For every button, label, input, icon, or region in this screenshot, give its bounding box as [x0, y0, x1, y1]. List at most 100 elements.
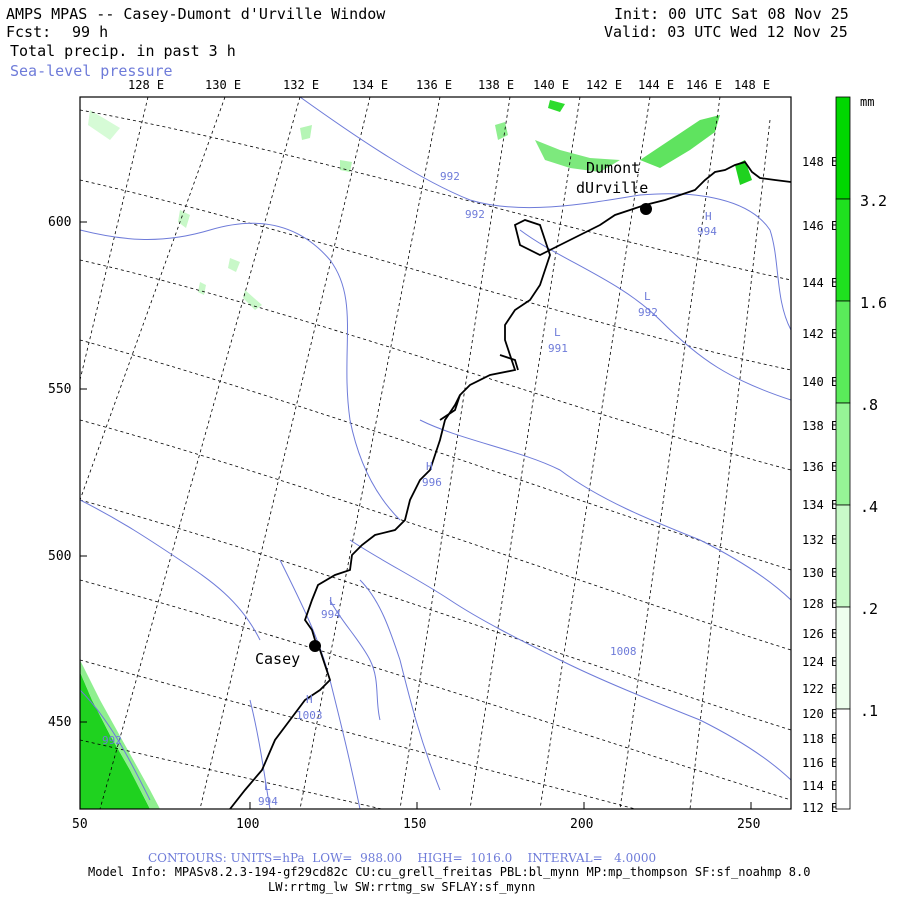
precip-patch-ne5: [495, 122, 508, 140]
top-lon-label: 146 E: [686, 78, 722, 92]
station-label-durville: dUrville: [576, 179, 648, 197]
contour-label: H: [306, 693, 313, 706]
precip-patch-nw6: [198, 282, 206, 295]
contour-label: 994: [321, 608, 341, 621]
contour-label: 1003: [296, 709, 323, 722]
field-slp-label: Sea-level pressure: [10, 62, 173, 80]
right-lon-label: 120 E: [802, 707, 838, 721]
top-lon-label: 136 E: [416, 78, 452, 92]
x-tick-label: 100: [236, 817, 259, 832]
top-lon-label: 134 E: [352, 78, 388, 92]
right-lon-label: 132 E: [802, 533, 838, 547]
right-lon-label: 118 E: [802, 732, 838, 746]
right-lon-label: 112 E: [802, 801, 838, 815]
contour-label: 992: [638, 306, 658, 319]
colorbar-swatch: [835, 198, 851, 302]
field-precip-label: Total precip. in past 3 h: [10, 42, 236, 60]
colorbar-swatch: [835, 402, 851, 506]
plot-frame: [79, 96, 792, 810]
contour-label: L: [644, 290, 651, 303]
forecast-hour: 99 h: [72, 23, 109, 41]
contour-label: 994: [258, 795, 278, 808]
right-lon-label: 130 E: [802, 566, 838, 580]
map-title: AMPS MPAS -- Casey-Dumont d'Urville Wind…: [6, 5, 386, 23]
top-lon-label: 140 E: [533, 78, 569, 92]
colorbar-label: 3.2: [860, 192, 887, 210]
right-lon-label: 116 E: [802, 756, 838, 770]
precip-patch-ne3: [735, 160, 752, 185]
precip-patch-nw7: [243, 290, 262, 310]
top-lon-label: 138 E: [478, 78, 514, 92]
contour-label: 991: [548, 342, 568, 355]
top-lon-label: 144 E: [638, 78, 674, 92]
x-tick-label: 50: [72, 817, 88, 832]
y-tick-label: 550: [48, 382, 71, 397]
colorbar-swatch: [835, 96, 851, 200]
valid-time: Valid: 03 UTC Wed 12 Nov 25: [604, 23, 848, 41]
colorbar-label: 1.6: [860, 294, 887, 312]
precip-patch-nw3: [88, 110, 120, 140]
x-tick-label: 150: [403, 817, 426, 832]
precip-patch-nw1: [300, 125, 312, 140]
right-lon-label: 142 E: [802, 327, 838, 341]
contour-label: 992: [465, 208, 485, 221]
colorbar-label: .2: [860, 600, 878, 618]
contours-info: CONTOURS: UNITS=hPa LOW= 988.00 HIGH= 10…: [148, 851, 657, 865]
top-lon-label: 128 E: [128, 78, 164, 92]
forecast-label: Fcst:: [6, 23, 52, 41]
colorbar-label: .4: [860, 498, 878, 516]
coastline: [229, 160, 791, 809]
top-lon-label: 142 E: [586, 78, 622, 92]
station-label-dumont: Dumont: [586, 159, 640, 177]
contour-label: 992: [102, 734, 122, 747]
right-lon-label: 128 E: [802, 597, 838, 611]
model-info-2: LW:rrtmg_lw SW:rrtmg_sw SFLAY:sf_mynn: [268, 880, 536, 894]
y-tick-label: 500: [48, 549, 71, 564]
right-lon-label: 122 E: [802, 682, 838, 696]
precip-patch-nw4: [178, 210, 190, 228]
right-lon-label: 146 E: [802, 219, 838, 233]
right-lon-label: 136 E: [802, 460, 838, 474]
x-tick-label: 250: [737, 817, 760, 832]
init-time: Init: 00 UTC Sat 08 Nov 25: [614, 5, 849, 23]
colorbar-swatch: [835, 708, 851, 810]
contour-label: H: [426, 460, 433, 473]
contour-label: L: [264, 780, 271, 793]
station-dot-casey: [309, 640, 321, 652]
colorbar-swatch: [835, 300, 851, 404]
top-lon-label: 132 E: [283, 78, 319, 92]
slp-contours: [80, 97, 791, 809]
y-tick-label: 600: [48, 215, 71, 230]
colorbar-unit: mm: [860, 95, 874, 109]
right-lon-label: 144 E: [802, 276, 838, 290]
graticule: [80, 97, 791, 809]
precip-patch-ne1: [535, 140, 620, 172]
station-label-casey: Casey: [255, 650, 300, 668]
contour-label: 992: [440, 170, 460, 183]
contour-label: L: [329, 595, 336, 608]
precip-patch-sw-edge: [80, 660, 160, 809]
y-tick-label: 450: [48, 715, 71, 730]
colorbar-label: .8: [860, 396, 878, 414]
top-lon-label: 130 E: [205, 78, 241, 92]
contour-label: L: [554, 326, 561, 339]
contour-label: 996: [422, 476, 442, 489]
colorbar-swatch: [835, 504, 851, 608]
precip-layer: [80, 100, 752, 809]
right-lon-label: 114 E: [802, 779, 838, 793]
model-info: Model Info: MPASv8.2.3-194-gf29cd82c CU:…: [88, 865, 811, 879]
right-lon-label: 134 E: [802, 498, 838, 512]
precip-patch-sw: [80, 672, 150, 809]
station-dot-dumont: [640, 203, 652, 215]
top-lon-label: 148 E: [734, 78, 770, 92]
colorbar: mm 3.2 1.6 .8 .4 .2 .1: [835, 95, 887, 810]
x-tick-label: 200: [570, 817, 593, 832]
precip-patch-ne4: [548, 100, 565, 112]
colorbar-swatch: [835, 606, 851, 710]
precip-patch-nw5: [228, 258, 240, 272]
right-lon-label: 148 E: [802, 155, 838, 169]
contour-label: H: [705, 210, 712, 223]
right-lon-label: 138 E: [802, 419, 838, 433]
contour-label: 994: [697, 225, 717, 238]
